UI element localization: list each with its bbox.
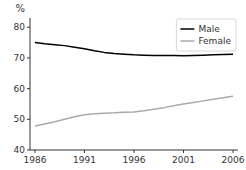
- x-tick: [134, 150, 135, 153]
- x-tick-label: 1991: [73, 155, 96, 165]
- y-tick: [27, 88, 30, 89]
- legend-label: Male: [198, 24, 220, 34]
- x-tick-label: 2006: [222, 155, 245, 165]
- x-tick: [183, 150, 184, 153]
- y-tick: [27, 150, 30, 151]
- legend-swatch: [180, 40, 194, 42]
- y-tick-label: 50: [14, 114, 26, 124]
- x-tick: [233, 150, 234, 153]
- x-tick: [34, 150, 35, 153]
- legend: Male Female: [176, 19, 236, 51]
- chart: 40 50 60 70 80 1986 1991 1996 2001 2006% Male Femal…: [0, 0, 246, 170]
- y-tick: [27, 57, 30, 58]
- x-tick-label: 1986: [23, 155, 46, 165]
- x-tick-label: 2001: [172, 155, 195, 165]
- plot-lines: [35, 43, 233, 126]
- y-axis: [30, 18, 31, 150]
- x-tick: [84, 150, 85, 153]
- y-tick-label: 70: [14, 53, 26, 63]
- y-tick-label: 60: [14, 84, 26, 94]
- y-axis-label: %: [15, 3, 25, 14]
- legend-swatch: [180, 28, 194, 30]
- y-tick: [27, 27, 30, 28]
- legend-box: [176, 19, 236, 51]
- x-tick-label: 1996: [123, 155, 146, 165]
- legend-label: Female: [198, 36, 231, 46]
- y-tick-label: 80: [14, 22, 26, 32]
- series-line: [35, 96, 233, 126]
- y-tick: [27, 119, 30, 120]
- y-tick-label: 40: [14, 145, 26, 155]
